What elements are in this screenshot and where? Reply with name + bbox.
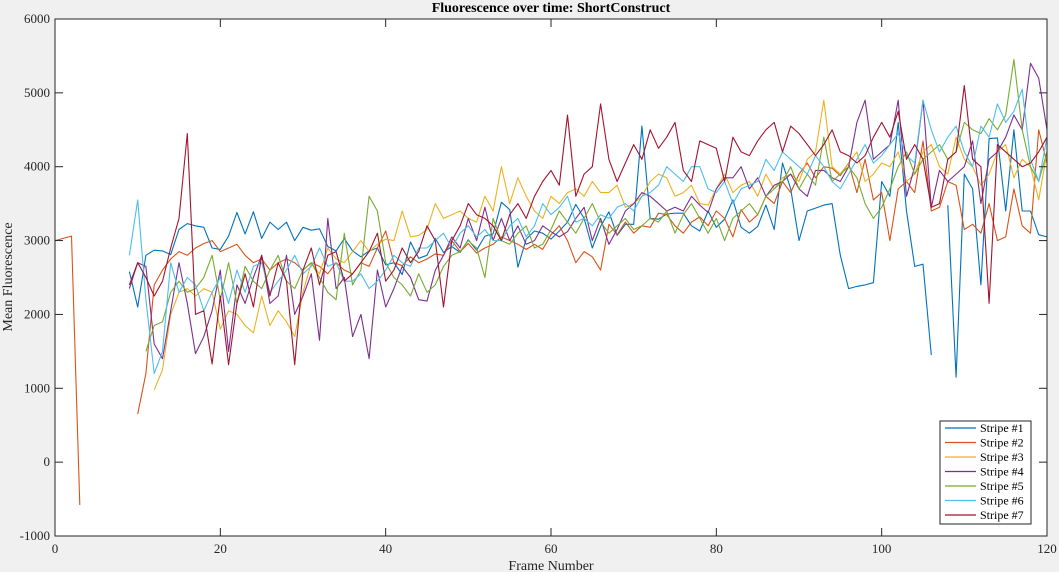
- x-tick-label: 0: [52, 541, 59, 556]
- y-tick-label: 6000: [24, 11, 50, 26]
- series-line-stripe-2: [54, 129, 1048, 506]
- y-tick-label: 3000: [24, 233, 50, 248]
- y-tick-label: 1000: [24, 380, 50, 395]
- series-line-stripe-6: [128, 88, 1048, 375]
- x-tick-label: 20: [214, 541, 227, 556]
- y-axis-label: Mean Fluorescence: [1, 222, 16, 331]
- x-tick-label: 100: [872, 541, 892, 556]
- x-tick-label: 80: [710, 541, 723, 556]
- y-tick-label: 0: [44, 454, 51, 469]
- x-axis-label: Frame Number: [508, 559, 593, 572]
- legend-label-stripe-5: Stripe #5: [980, 479, 1024, 493]
- legend-label-stripe-6: Stripe #6: [980, 494, 1024, 508]
- series-line-stripe-1: [128, 121, 1048, 378]
- y-tick-label: 2000: [24, 306, 50, 321]
- series-line-stripe-5: [145, 59, 1048, 352]
- series-line-stripe-7: [128, 84, 1048, 366]
- legend-label-stripe-4: Stripe #4: [980, 465, 1024, 479]
- y-tick-label: 5000: [24, 85, 50, 100]
- chart-title: Fluorescence over time: ShortConstruct: [432, 1, 671, 16]
- tick-layer: 0 20 40 60 80 100 120-100001000200030004000500…: [20, 11, 1057, 556]
- legend-label-stripe-3: Stripe #3: [980, 450, 1024, 464]
- y-tick-label: 4000: [24, 159, 50, 174]
- series-line-stripe-3: [153, 99, 1048, 391]
- legend-box: [939, 420, 1032, 525]
- x-tick-label: 40: [379, 541, 392, 556]
- y-tick-label: -1000: [20, 528, 50, 543]
- legend-label-stripe-7: Stripe #7: [980, 508, 1024, 522]
- legend-label-stripe-1: Stripe #1: [980, 421, 1024, 435]
- x-tick-label: 120: [1037, 541, 1057, 556]
- legend-label-stripe-2: Stripe #2: [980, 436, 1024, 450]
- series-layer: [54, 59, 1048, 506]
- x-tick-label: 60: [545, 541, 558, 556]
